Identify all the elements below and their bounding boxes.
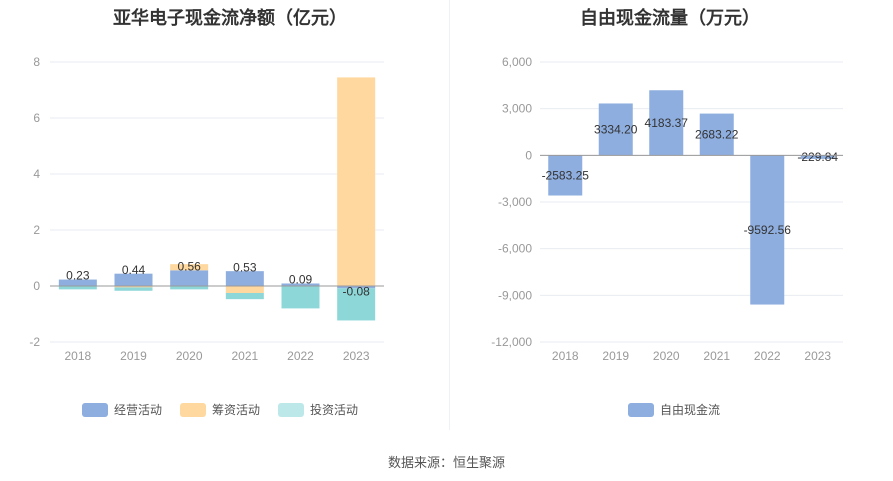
legend-item-fcf[interactable]: 自由现金流 xyxy=(628,401,720,418)
y-tick-label: -2 xyxy=(29,335,40,349)
bar-investing-2021 xyxy=(225,293,264,300)
y-tick-label: 0 xyxy=(33,279,40,293)
data-label-2022: 0.09 xyxy=(289,273,313,287)
x-tick-label: 2023 xyxy=(804,349,831,363)
y-tick-label: 3,000 xyxy=(502,102,532,116)
x-tick-label: 2022 xyxy=(287,349,314,363)
legend-item-financing[interactable]: 筹资活动 xyxy=(180,401,260,418)
right-legend: 自由现金流 xyxy=(628,401,720,418)
bar-financing-2021 xyxy=(225,286,264,293)
bar-investing-2020 xyxy=(170,286,209,290)
y-tick-label: -6,000 xyxy=(498,242,532,256)
bar-investing-2018 xyxy=(58,286,97,290)
x-tick-label: 2020 xyxy=(176,349,203,363)
x-tick-label: 2020 xyxy=(653,349,680,363)
x-tick-label: 2023 xyxy=(343,349,370,363)
bar-financing-2020 xyxy=(170,264,209,271)
x-tick-label: 2019 xyxy=(602,349,629,363)
bar-fcf-2023 xyxy=(800,155,835,159)
y-tick-label: 0 xyxy=(525,148,532,162)
bar-operating-2022 xyxy=(281,283,320,286)
legend-label-operating: 经营活动 xyxy=(114,403,163,417)
legend-swatch-fcf xyxy=(628,402,654,417)
legend-label-fcf: 自由现金流 xyxy=(660,403,721,417)
legend-label-investing: 投资活动 xyxy=(310,403,359,417)
y-tick-label: 6 xyxy=(33,111,40,125)
bar-operating-2018 xyxy=(58,279,97,286)
bar-financing-2023 xyxy=(337,77,376,287)
data-label-2020: 0.56 xyxy=(177,259,201,273)
bar-fcf-2022 xyxy=(750,155,785,305)
data-label-2021: 0.53 xyxy=(233,260,257,274)
legend-label-financing: 筹资活动 xyxy=(212,403,261,417)
bar-fcf-2021 xyxy=(699,113,734,156)
data-label-2019: 3334.20 xyxy=(594,122,638,136)
legend-item-operating[interactable]: 经营活动 xyxy=(82,401,162,418)
x-tick-label: 2021 xyxy=(703,349,730,363)
bar-fcf-2020 xyxy=(649,90,684,156)
bar-fcf-2019 xyxy=(598,103,633,156)
data-label-2018: -2583.25 xyxy=(542,168,590,182)
y-tick-label: -3,000 xyxy=(498,195,532,209)
bar-investing-2023 xyxy=(337,288,376,321)
bar-fcf-2018 xyxy=(548,155,583,196)
y-tick-label: 2 xyxy=(33,223,40,237)
legend-swatch-operating xyxy=(82,402,108,417)
legend-swatch-investing xyxy=(278,402,305,417)
x-tick-label: 2022 xyxy=(754,349,781,363)
bar-operating-2023 xyxy=(337,286,376,289)
right-chart-title: 自由现金流量（万元） xyxy=(580,8,760,28)
bar-financing-2019 xyxy=(114,286,153,288)
bar-operating-2019 xyxy=(114,273,153,286)
y-tick-label: 8 xyxy=(33,55,40,69)
panel-divider xyxy=(449,0,450,430)
bar-investing-2019 xyxy=(114,287,153,291)
x-tick-label: 2019 xyxy=(120,349,147,363)
data-source: 数据来源：恒生聚源 xyxy=(387,455,505,470)
bar-operating-2020 xyxy=(170,270,209,286)
left-legend: 经营活动 筹资活动 投资活动 xyxy=(82,401,358,418)
y-tick-label: -9,000 xyxy=(498,288,532,302)
x-tick-label: 2021 xyxy=(231,349,258,363)
data-label-2023: -229.84 xyxy=(797,150,838,164)
x-tick-label: 2018 xyxy=(552,349,579,363)
bar-investing-2022 xyxy=(281,286,320,309)
data-label-2022: -9592.56 xyxy=(744,223,792,237)
x-tick-label: 2018 xyxy=(64,349,91,363)
data-label-2018: 0.23 xyxy=(66,269,90,283)
data-label-2023: -0.08 xyxy=(342,284,370,298)
left-chart-title: 亚华电子现金流净额（亿元） xyxy=(113,8,347,28)
legend-swatch-financing xyxy=(180,402,207,417)
bar-operating-2021 xyxy=(225,271,264,286)
data-label-2020: 4183.37 xyxy=(645,116,689,130)
legend-item-investing[interactable]: 投资活动 xyxy=(278,401,358,418)
data-label-2021: 2683.22 xyxy=(695,127,739,141)
y-tick-label: 4 xyxy=(33,167,40,181)
y-tick-label: -12,000 xyxy=(491,335,532,349)
y-tick-label: 6,000 xyxy=(502,55,532,69)
cash-flow-net-chart: -2 0 2 4 6 8 2018 0.23 2019 0.44 2020 0.56 2021 0.53 2… xyxy=(29,55,384,363)
data-label-2019: 0.44 xyxy=(122,263,146,277)
